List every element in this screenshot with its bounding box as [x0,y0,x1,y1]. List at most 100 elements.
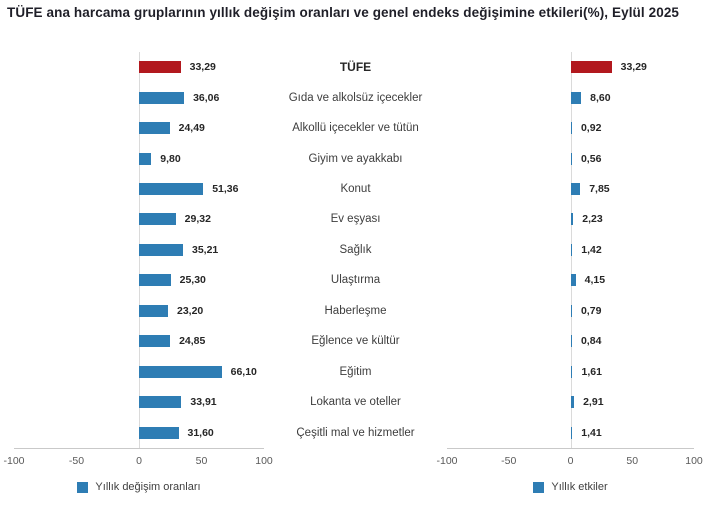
bar [570,243,573,256]
bar-row: 33,29 [14,52,264,82]
bar-row: 36,06 [14,82,264,112]
bar [570,183,581,196]
bar-value-label: 36,06 [193,91,220,104]
bar-row: 0,79 [447,296,694,326]
bar [570,91,582,104]
right-chart-panel: 33,29 8,60 0,92 0,56 7,85 2,23 1,42 4,15 0,79 0,8… [436,52,703,493]
tufe-bar [570,61,612,74]
x-tick: 0 [136,455,142,467]
category-label: Alkollü içecekler ve tütün [292,122,419,135]
bar [139,365,222,378]
bar-row: 0,56 [447,143,694,173]
bar [139,213,176,226]
left-x-axis: -100 -50 0 50 100 [3,448,273,473]
bar-row: 0,84 [447,326,694,356]
left-legend: Yıllık değişim oranları [14,481,264,493]
x-tick: -50 [501,455,517,467]
bar-row: 1,42 [447,235,694,265]
x-tick: -100 [3,455,25,467]
bar-row: 66,10 [14,357,264,387]
bar [570,122,572,135]
bar-value-label: 33,29 [620,61,647,74]
category-label: Sağlık [339,243,372,256]
bar [139,122,170,135]
chart-title: TÜFE ana harcama gruplarının yıllık deği… [7,5,680,20]
bar-value-label: 1,41 [581,426,602,439]
bar-row: 25,30 [14,265,264,295]
x-tick: 100 [685,455,703,467]
category-label: Gıda ve alkolsüz içecekler [288,91,423,104]
bar-row: 24,49 [14,113,264,143]
category-label: Eğlence ve kültür [311,335,400,348]
bar-value-label: 24,49 [178,122,205,135]
x-tick: 50 [626,455,639,467]
bar-row: 24,85 [14,326,264,356]
bar [139,243,183,256]
bar-row: 23,20 [14,296,264,326]
category-label: Ulaştırma [330,274,381,287]
category-label: Lokanta ve oteller [310,396,401,409]
category-label: Ev eşyası [330,213,381,226]
bar [139,152,152,165]
bar-row: 1,61 [447,357,694,387]
bar-value-label: 8,60 [590,91,611,104]
left-chart-plot: 33,29 36,06 24,49 9,80 51,36 29,32 35,21 25,30 2… [14,52,264,448]
bar-value-label: 0,92 [580,122,602,135]
category-label: Giyim ve ayakkabı [308,152,403,165]
bar-row: 35,21 [14,235,264,265]
category-labels-column: TÜFE Gıda ve alkolsüz içecekler Alkollü iç… [264,52,447,493]
bar-value-label: 2,91 [583,396,604,409]
x-tick: 50 [195,455,208,467]
charts-area: 33,29 36,06 24,49 9,80 51,36 29,32 35,21 25,30 2… [3,52,703,493]
bar [570,152,572,165]
bar-value-label: 1,61 [581,365,602,378]
bar-value-label: 35,21 [192,243,219,256]
tufe-bar [139,61,181,74]
bar [139,396,182,409]
bar-value-label: 0,56 [580,152,602,165]
category-label: Çeşitli mal ve hizmetler [296,426,415,439]
category-label: Konut [340,183,371,196]
bar-row: 33,29 [447,52,694,82]
bar-value-label: 0,84 [580,335,602,348]
right-legend: Yıllık etkiler [447,481,694,493]
bar-value-label: 2,23 [582,213,603,226]
x-tick: -100 [436,455,458,467]
bar-value-label: 51,36 [212,183,239,196]
bar-row: 2,91 [447,387,694,417]
x-tick: 0 [567,455,574,467]
category-label: Haberleşme [324,304,387,317]
x-tick: -50 [68,455,85,467]
bar-row: 31,60 [14,417,264,447]
bar [570,304,572,317]
bar [570,274,576,287]
bar [139,304,168,317]
x-tick: 100 [255,455,273,467]
right-x-axis: -100 -50 0 50 100 [436,448,703,473]
bar [570,396,575,409]
bar-value-label: 31,60 [187,426,214,439]
bar-row: 51,36 [14,174,264,204]
bar [139,426,179,439]
legend-label-annual-effects: Yıllık etkiler [551,481,608,493]
bar [139,335,171,348]
bar-value-label: 25,30 [179,274,206,287]
bar [139,91,185,104]
bar-row: 7,85 [447,174,694,204]
bar-value-label: 29,32 [184,213,211,226]
category-label: TÜFE [339,60,372,75]
bar [570,335,572,348]
bar-value-label: 9,80 [160,152,181,165]
right-chart-plot: 33,29 8,60 0,92 0,56 7,85 2,23 1,42 4,15 0,79 0,8… [447,52,694,448]
bar [570,365,573,378]
bar-value-label: 24,85 [179,335,206,348]
bar-value-label: 0,79 [580,304,602,317]
bar-value-label: 23,20 [177,304,204,317]
bar [570,213,574,226]
legend-label-change-rates: Yıllık değişim oranları [95,481,201,493]
bar-value-label: 7,85 [589,183,610,196]
bar-row: 29,32 [14,204,264,234]
bar [570,426,573,439]
bar-row: 4,15 [447,265,694,295]
